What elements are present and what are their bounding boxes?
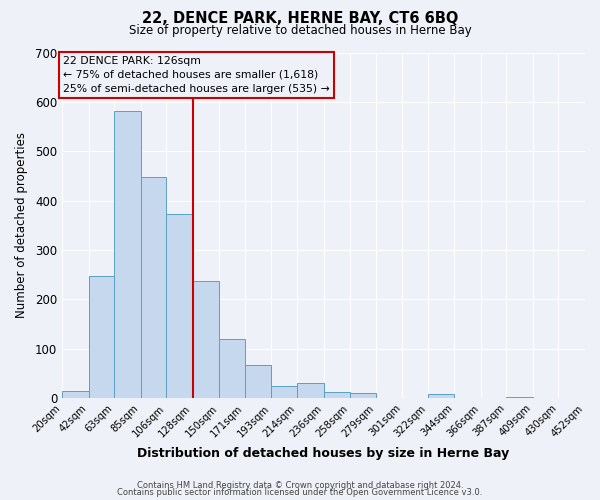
Bar (193, 280, 220, 398)
Bar (89, 276, 114, 398)
Y-axis label: Number of detached properties: Number of detached properties (15, 132, 28, 318)
Bar (114, 111, 141, 398)
Bar (323, 392, 350, 398)
Bar (350, 393, 376, 398)
Bar (245, 365, 271, 398)
Text: Contains public sector information licensed under the Open Government Licence v3: Contains public sector information licen… (118, 488, 482, 497)
Bar (166, 214, 193, 398)
Bar (141, 177, 166, 398)
Bar (220, 339, 245, 398)
Bar (428, 394, 454, 398)
Bar (585, 397, 600, 398)
Bar (271, 386, 297, 398)
Text: Size of property relative to detached houses in Herne Bay: Size of property relative to detached ho… (128, 24, 472, 37)
Text: 22, DENCE PARK, HERNE BAY, CT6 6BQ: 22, DENCE PARK, HERNE BAY, CT6 6BQ (142, 11, 458, 26)
Bar (506, 396, 533, 398)
Text: Contains HM Land Registry data © Crown copyright and database right 2024.: Contains HM Land Registry data © Crown c… (137, 481, 463, 490)
Text: 22 DENCE PARK: 126sqm
← 75% of detached houses are smaller (1,618)
25% of semi-d: 22 DENCE PARK: 126sqm ← 75% of detached … (63, 56, 330, 94)
Bar (297, 384, 323, 398)
X-axis label: Distribution of detached houses by size in Herne Bay: Distribution of detached houses by size … (137, 447, 509, 460)
Bar (62, 391, 89, 398)
